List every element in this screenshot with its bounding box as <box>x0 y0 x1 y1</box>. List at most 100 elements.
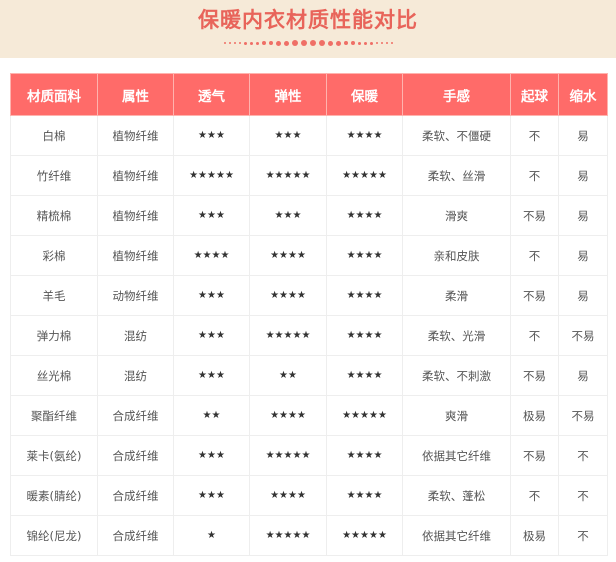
table-cell: 柔软、光滑 <box>402 315 511 356</box>
table-cell: 动物纤维 <box>97 275 174 316</box>
dot <box>380 42 383 44</box>
dot <box>228 42 231 44</box>
table-cell: 滑爽 <box>402 195 511 236</box>
table-row: 羊毛 动物纤维 ★★★ ★★★★ ★★★★ 柔滑 不易易 <box>10 275 608 316</box>
table-row: 莱卡(氨纶) 合成纤维 ★★★ ★★★★★ ★★★★ 依据其它纤维 不易不 <box>10 435 608 476</box>
dot <box>375 42 378 44</box>
star-rating-cell: ★★★★ <box>326 355 403 396</box>
star-rating-cell: ★★★★ <box>326 275 403 316</box>
star-rating-cell: ★★★★★ <box>249 515 327 556</box>
table-cell: 植物纤维 <box>97 155 174 196</box>
table-cell: 植物纤维 <box>97 195 174 236</box>
star-rating-cell: ★★★★ <box>173 235 250 276</box>
table-cell: 弹力棉 <box>10 315 98 356</box>
dot <box>249 41 253 45</box>
table-cell: 不 <box>510 235 559 276</box>
dot <box>291 40 298 46</box>
table-cell: 依据其它纤维 <box>402 435 511 476</box>
star-rating-cell: ★★★★ <box>326 475 403 516</box>
star-rating-cell: ★★★ <box>173 355 250 396</box>
dot <box>369 41 373 45</box>
star-rating-cell: ★★★★ <box>249 395 327 436</box>
star-rating-cell: ★★★★★ <box>173 155 250 196</box>
star-rating-cell: ★★★★★ <box>249 435 327 476</box>
star-rating-cell: ★★★★★ <box>326 515 403 556</box>
dot <box>255 41 259 45</box>
star-rating-cell: ★★★ <box>173 195 250 236</box>
star-rating-cell: ★★★★★ <box>249 315 327 356</box>
column-header: 缩水 <box>558 73 608 116</box>
table-row: 彩棉 植物纤维 ★★★★ ★★★★ ★★★★ 亲和皮肤不易 <box>10 235 608 276</box>
table-cell: 柔软、蓬松 <box>402 475 511 516</box>
table-cell: 锦纶(尼龙) <box>10 515 98 556</box>
table-cell: 不 <box>510 315 559 356</box>
table-cell: 混纺 <box>97 355 174 396</box>
table-row: 锦纶(尼龙) 合成纤维 ★ ★★★★★ ★★★★★ 依据其它纤维 极易不 <box>10 515 608 556</box>
table-cell: 极易 <box>510 515 559 556</box>
table-cell: 竹纤维 <box>10 155 98 196</box>
table-cell: 依据其它纤维 <box>402 515 511 556</box>
table-row: 精梳棉 植物纤维 ★★★ ★★★ ★★★★ 滑爽 不易易 <box>10 195 608 236</box>
table-cell: 不 <box>510 475 559 516</box>
dot <box>309 40 316 46</box>
dot <box>335 40 341 46</box>
table-cell: 不易 <box>510 195 559 236</box>
table-cell: 合成纤维 <box>97 515 174 556</box>
dot <box>223 42 226 44</box>
column-header: 透气 <box>173 73 250 116</box>
table-cell: 柔滑 <box>402 275 511 316</box>
table-cell: 爽滑 <box>402 395 511 436</box>
dot <box>275 40 281 46</box>
table-cell: 不易 <box>510 355 559 396</box>
table-cell: 植物纤维 <box>97 115 174 156</box>
table-cell: 易 <box>558 355 608 396</box>
dot <box>385 42 388 44</box>
table-row: 聚酯纤维 合成纤维 ★★ ★★★★ ★★★★★ 爽滑 极易 不易 <box>10 395 608 436</box>
star-rating-cell: ★★★★★ <box>326 395 403 436</box>
table-cell: 彩棉 <box>10 235 98 276</box>
column-header: 属性 <box>97 73 174 116</box>
table-cell: 易 <box>558 155 608 196</box>
table-cell: 不易 <box>510 275 559 316</box>
column-header: 材质面料 <box>10 73 98 116</box>
table-cell: 极易 <box>510 395 559 436</box>
table-cell: 柔软、丝滑 <box>402 155 511 196</box>
table-cell: 不易 <box>558 395 608 436</box>
star-rating-cell: ★★★ <box>173 435 250 476</box>
dot <box>238 42 241 44</box>
dot <box>268 41 273 45</box>
star-rating-cell: ★★★★ <box>326 235 403 276</box>
star-rating-cell: ★★★★ <box>326 315 403 356</box>
column-header: 保暖 <box>326 73 403 116</box>
star-rating-cell: ★★★ <box>249 115 327 156</box>
star-rating-cell: ★★★★★ <box>326 155 403 196</box>
dot <box>327 40 333 46</box>
material-comparison-table: 材质面料 属性 透气 弹性 保暖 手感 起球 缩水 白棉 植物纤维 ★★★ ★★★ ★★★★ 柔软、不僵… <box>10 73 608 556</box>
table-cell: 不 <box>510 155 559 196</box>
star-rating-cell: ★ <box>173 515 250 556</box>
table-cell: 易 <box>558 275 608 316</box>
dot <box>283 40 289 46</box>
star-rating-cell: ★★★★ <box>326 195 403 236</box>
table-cell: 柔软、不僵硬 <box>402 115 511 156</box>
table-cell: 丝光棉 <box>10 355 98 396</box>
table-cell: 柔软、不刺激 <box>402 355 511 396</box>
table-cell: 易 <box>558 235 608 276</box>
dot <box>390 42 393 44</box>
star-rating-cell: ★★★★★ <box>249 155 327 196</box>
star-rating-cell: ★★★★ <box>326 435 403 476</box>
table-cell: 不易 <box>510 435 559 476</box>
column-header: 弹性 <box>249 73 327 116</box>
table-cell: 莱卡(氨纶) <box>10 435 98 476</box>
star-rating-cell: ★★★★ <box>326 115 403 156</box>
dot <box>363 41 367 45</box>
table-row: 弹力棉 混纺 ★★★ ★★★★★ ★★★★ 柔软、光滑不不易 <box>10 315 608 356</box>
dot <box>343 41 348 45</box>
star-rating-cell: ★★★★ <box>249 275 327 316</box>
star-rating-cell: ★★★ <box>173 115 250 156</box>
star-rating-cell: ★★★ <box>173 475 250 516</box>
dot <box>243 41 247 45</box>
table-cell: 合成纤维 <box>97 395 174 436</box>
table-row: 白棉 植物纤维 ★★★ ★★★ ★★★★ 柔软、不僵硬不易 <box>10 115 608 156</box>
star-rating-cell: ★★★ <box>173 315 250 356</box>
